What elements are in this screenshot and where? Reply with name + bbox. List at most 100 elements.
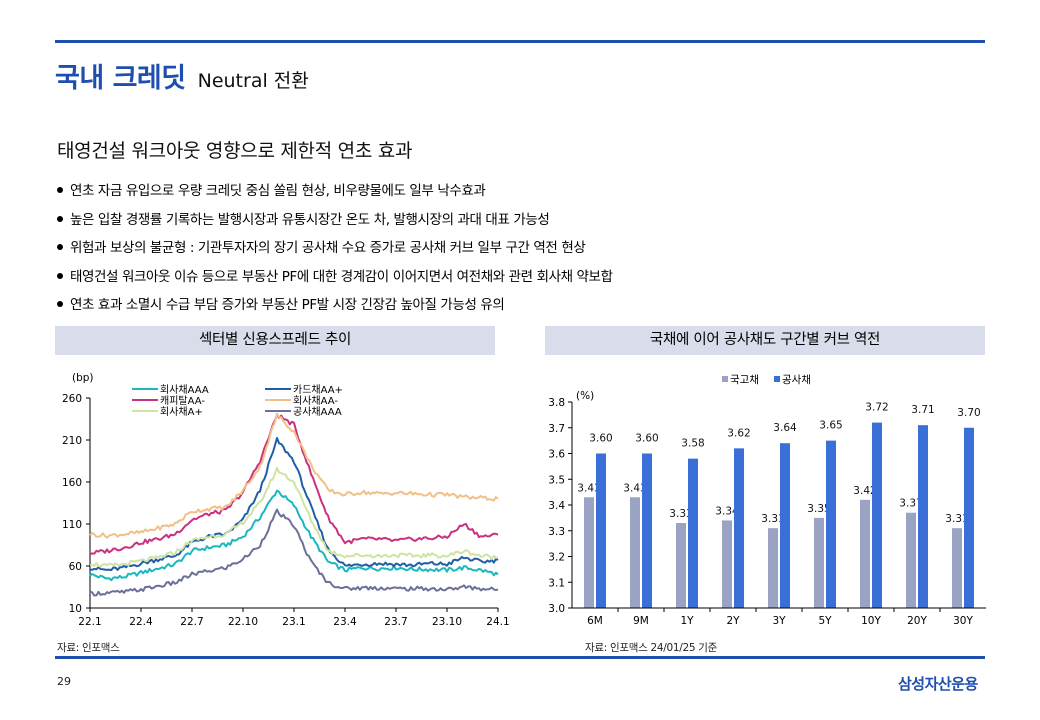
legend-swatch <box>774 376 780 382</box>
x-tick-label: 3Y <box>772 615 786 627</box>
y-tick-label: 3.1 <box>548 577 565 589</box>
bar-value-label: 3.65 <box>819 420 842 432</box>
legend-label: 공사채AAA <box>293 406 342 418</box>
series-line-6 <box>89 508 499 597</box>
bar-value-label: 3.60 <box>589 433 612 445</box>
bar-value-label: 3.70 <box>957 407 980 419</box>
bar-public-3Y <box>780 443 790 608</box>
y-axis-label: (%) <box>576 390 594 402</box>
right-panel-title: 국채에 이어 공사채도 구간별 커브 역전 <box>545 326 985 355</box>
bullet-list: 연초 자금 유입으로 우량 크레딧 중심 쏠림 현상, 비우량물에도 일부 낙수… <box>57 180 613 323</box>
bar-value-label: 3.31 <box>945 513 968 525</box>
bar-value-label: 3.42 <box>853 485 876 497</box>
x-tick-label: 22.7 <box>180 616 203 628</box>
series-line-4 <box>89 412 499 539</box>
bar-value-label: 3.71 <box>911 404 934 416</box>
y-tick-label: 3.5 <box>548 474 565 486</box>
x-tick-label: 24.1 <box>486 616 509 628</box>
x-tick-label: 6M <box>587 615 603 627</box>
x-tick-label: 10Y <box>861 615 881 627</box>
x-tick-label: 2Y <box>726 615 740 627</box>
bar-gov-1Y <box>676 523 686 608</box>
left-source: 자료: 인포맥스 <box>57 642 120 654</box>
bullet-item: 연초 효과 소멸시 수급 부담 증가와 부동산 PF발 시장 긴장감 높아질 가… <box>57 294 613 323</box>
page-title-main: 국내 크레딧 <box>55 63 186 94</box>
legend-label: 공사채 <box>782 374 811 386</box>
bar-gov-2Y <box>722 520 732 608</box>
y-tick-label: 260 <box>62 393 82 405</box>
legend-label: 회사채AAA <box>160 384 209 396</box>
bullet-item: 연초 자금 유입으로 우량 크레딧 중심 쏠림 현상, 비우량물에도 일부 낙수… <box>57 180 613 209</box>
company-logo: 삼성자산운용 <box>898 675 978 693</box>
series-line-3 <box>89 414 499 556</box>
bullet-dot-icon <box>57 301 63 307</box>
x-tick-label: 1Y <box>680 615 694 627</box>
page-title-sub: Neutral 전환 <box>197 70 309 92</box>
bar-gov-6M <box>584 497 594 608</box>
bar-gov-5Y <box>814 517 824 608</box>
bar-value-label: 3.64 <box>773 422 797 434</box>
curve-bar-chart: (%) 3.0 3.1 3.2 3.3 3.4 3.5 3.6 3.7 3.8 3.43 3.60 6M… <box>548 374 986 627</box>
bullet-dot-icon <box>57 215 63 222</box>
spread-line-chart: (bp) 10 60 110 160 210 260 22.1 22.4 22.7 22.10 23.… <box>62 372 510 628</box>
bar-gov-20Y <box>906 512 916 608</box>
x-tick-label: 23.1 <box>282 616 305 628</box>
left-panel-title: 섹터별 신용스프레드 추이 <box>55 326 495 355</box>
y-tick-label: 3.6 <box>548 449 565 461</box>
bar-gov-30Y <box>952 528 962 608</box>
bar-public-2Y <box>734 448 744 608</box>
y-tick-label: 10 <box>69 603 82 615</box>
x-tick-label: 22.1 <box>78 616 101 628</box>
bullet-item: 위험과 보상의 불균형 : 기관투자자의 장기 공사채 수요 증가로 공사채 커… <box>57 237 613 266</box>
legend-label: 캐피탈AA- <box>160 394 205 407</box>
bar-value-label: 3.72 <box>865 402 888 414</box>
series-line-2 <box>89 437 499 572</box>
bar-value-label: 3.43 <box>577 482 600 494</box>
bar-gov-9M <box>630 497 640 608</box>
right-source: 자료: 인포맥스 24/01/25 기준 <box>585 642 717 654</box>
bar-gov-3Y <box>768 528 778 608</box>
legend-label: 국고채 <box>730 374 759 386</box>
y-tick-label: 3.4 <box>548 500 565 512</box>
y-tick-label: 3.7 <box>548 423 565 435</box>
bar-value-label: 3.34 <box>715 505 739 517</box>
y-tick-label: 3.0 <box>548 603 565 615</box>
bullet-text: 높은 입찰 경쟁률 기록하는 발행시장과 유통시장간 온도 차, 발행시장의 과… <box>70 211 550 228</box>
bar-value-label: 3.60 <box>635 433 658 445</box>
bullet-text: 태영건설 워크아웃 이슈 등으로 부동산 PF에 대한 경계감이 이어지면서 여… <box>70 268 613 285</box>
x-tick-label: 22.10 <box>228 616 258 628</box>
x-tick-label: 9M <box>633 615 649 627</box>
bar-public-30Y <box>964 427 974 608</box>
y-tick-label: 110 <box>62 519 82 531</box>
bar-public-10Y <box>872 422 882 608</box>
legend-label: 회사채AA- <box>293 395 338 407</box>
bullet-text: 연초 자금 유입으로 우량 크레딧 중심 쏠림 현상, 비우량물에도 일부 낙수… <box>70 183 486 199</box>
section-title: 태영건설 워크아웃 영향으로 제한적 연초 효과 <box>57 140 413 162</box>
bullet-dot-icon <box>57 187 63 193</box>
bar-public-6M <box>596 453 606 608</box>
legend-swatch <box>722 376 728 382</box>
legend-label: 회사채A+ <box>160 406 203 418</box>
y-tick-label: 3.3 <box>548 526 565 538</box>
series-line-5 <box>89 466 499 568</box>
y-tick-label: 60 <box>69 561 82 573</box>
page-number: 29 <box>57 675 71 688</box>
x-tick-label: 30Y <box>953 615 973 627</box>
top-rule <box>55 40 985 43</box>
y-tick-label: 3.2 <box>548 552 565 564</box>
bar-public-9M <box>642 453 652 608</box>
series-line-1 <box>89 489 499 582</box>
bullet-item: 높은 입찰 경쟁률 기록하는 발행시장과 유통시장간 온도 차, 발행시장의 과… <box>57 209 613 238</box>
bar-gov-10Y <box>860 499 870 608</box>
x-tick-label: 23.10 <box>432 616 462 628</box>
bar-value-label: 3.35 <box>807 503 830 515</box>
bullet-text: 위험과 보상의 불균형 : 기관투자자의 장기 공사채 수요 증가로 공사채 커… <box>70 240 586 256</box>
bar-public-1Y <box>688 458 698 608</box>
bullet-item: 태영건설 워크아웃 이슈 등으로 부동산 PF에 대한 경계감이 이어지면서 여… <box>57 266 613 295</box>
bottom-rule <box>55 656 985 659</box>
bullet-dot-icon <box>57 272 63 279</box>
bullet-dot-icon <box>57 244 63 250</box>
x-tick-label: 23.4 <box>333 616 357 628</box>
bar-value-label: 3.33 <box>669 508 692 520</box>
y-axis-label: (bp) <box>72 372 94 384</box>
